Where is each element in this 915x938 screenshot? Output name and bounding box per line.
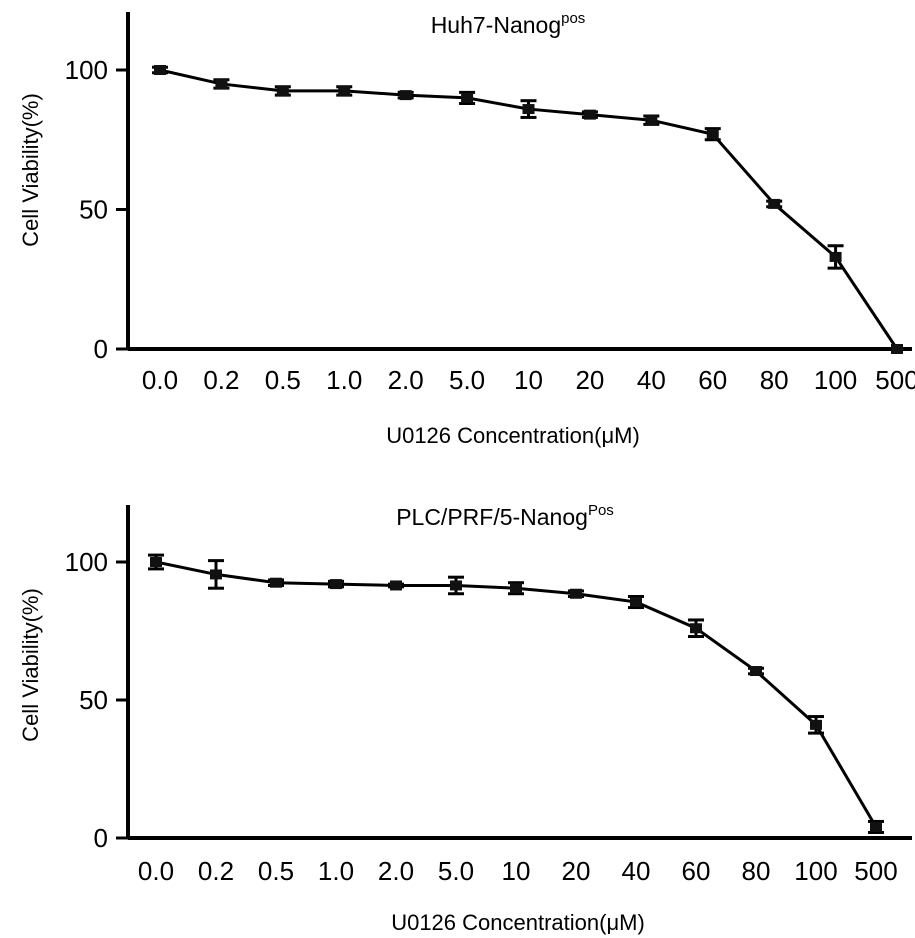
data-point: [390, 580, 402, 591]
chart-panel-huh7: Huh7-Nanogpos Cell Viability(%) U0126 Co…: [18, 10, 915, 448]
y-axis-title: Cell Viability(%): [18, 588, 43, 742]
data-point: [399, 90, 412, 101]
data-point: [522, 104, 535, 115]
data-point: [690, 623, 702, 634]
data-point: [870, 821, 882, 832]
x-tick-label: 0.0: [138, 856, 174, 886]
x-tick-label: 500: [854, 856, 897, 886]
data-point: [276, 85, 289, 96]
x-axis-title: U0126 Concentration(μM): [386, 423, 640, 448]
data-point: [645, 115, 658, 126]
x-axis-title: U0126 Concentration(μM): [391, 910, 645, 935]
x-tick-label: 5.0: [438, 856, 474, 886]
data-point: [706, 129, 719, 140]
x-tick-label: 500: [875, 365, 915, 395]
x-tick-label: 0.0: [142, 365, 178, 395]
data-point: [338, 85, 351, 96]
x-tick-label: 40: [637, 365, 666, 395]
data-point: [750, 666, 762, 677]
data-point: [829, 251, 842, 262]
x-tick-label: 0.2: [198, 856, 234, 886]
y-tick-label: 0: [94, 334, 108, 364]
chart-title: PLC/PRF/5-NanogPos: [396, 502, 614, 530]
data-point: [768, 198, 781, 209]
y-tick-label: 0: [94, 823, 108, 853]
chart-title: Huh7-Nanogpos: [431, 10, 586, 38]
data-point: [150, 557, 162, 567]
x-tick-label: 2.0: [388, 365, 424, 395]
x-tick-label: 0.2: [203, 365, 239, 395]
data-point: [810, 719, 822, 730]
x-tick-label: 1.0: [326, 365, 362, 395]
series-line: [155, 560, 878, 828]
x-tick-label: 80: [760, 365, 789, 395]
x-tick-label: 0.5: [265, 365, 301, 395]
x-tick-label: 100: [814, 365, 857, 395]
x-tick-label: 60: [698, 365, 727, 395]
data-point: [210, 569, 222, 580]
chart-panel-plc: PLC/PRF/5-NanogPos Cell Viability(%) U01…: [18, 502, 912, 935]
x-tick-label: 20: [562, 856, 591, 886]
data-point: [630, 597, 642, 608]
x-tick-label: 2.0: [378, 856, 414, 886]
x-tick-label: 10: [502, 856, 531, 886]
data-point: [270, 577, 282, 588]
data-point: [154, 65, 166, 75]
y-tick-label: 50: [79, 685, 108, 715]
data-point: [330, 579, 342, 590]
plot-area-plc: 0 50 100 0.0 0.2 0.5 1.0 2.0 5.0 10 20 40 60 80 100 500: [65, 505, 912, 886]
x-tick-label: 20: [575, 365, 604, 395]
x-tick-label: 0.5: [258, 856, 294, 886]
data-point: [215, 78, 228, 89]
data-point: [891, 344, 903, 354]
data-point: [461, 92, 474, 103]
data-point: [450, 580, 462, 591]
x-tick-label: 60: [682, 856, 711, 886]
y-tick-label: 100: [65, 547, 108, 577]
data-point: [510, 583, 522, 594]
y-tick-label: 100: [65, 55, 108, 85]
y-axis-title: Cell Viability(%): [18, 93, 43, 247]
plot-area-huh7: 0 50 100 0.0 0.2 0.5 1.0 2.0 5.0 10 20 40 60 80 100 500: [65, 12, 915, 395]
x-tick-label: 100: [794, 856, 837, 886]
data-point: [583, 109, 596, 120]
x-tick-label: 1.0: [318, 856, 354, 886]
x-tick-label: 40: [622, 856, 651, 886]
x-tick-label: 5.0: [449, 365, 485, 395]
data-point: [570, 588, 582, 599]
y-tick-label: 50: [79, 195, 108, 225]
x-tick-label: 80: [742, 856, 771, 886]
x-tick-label: 10: [514, 365, 543, 395]
